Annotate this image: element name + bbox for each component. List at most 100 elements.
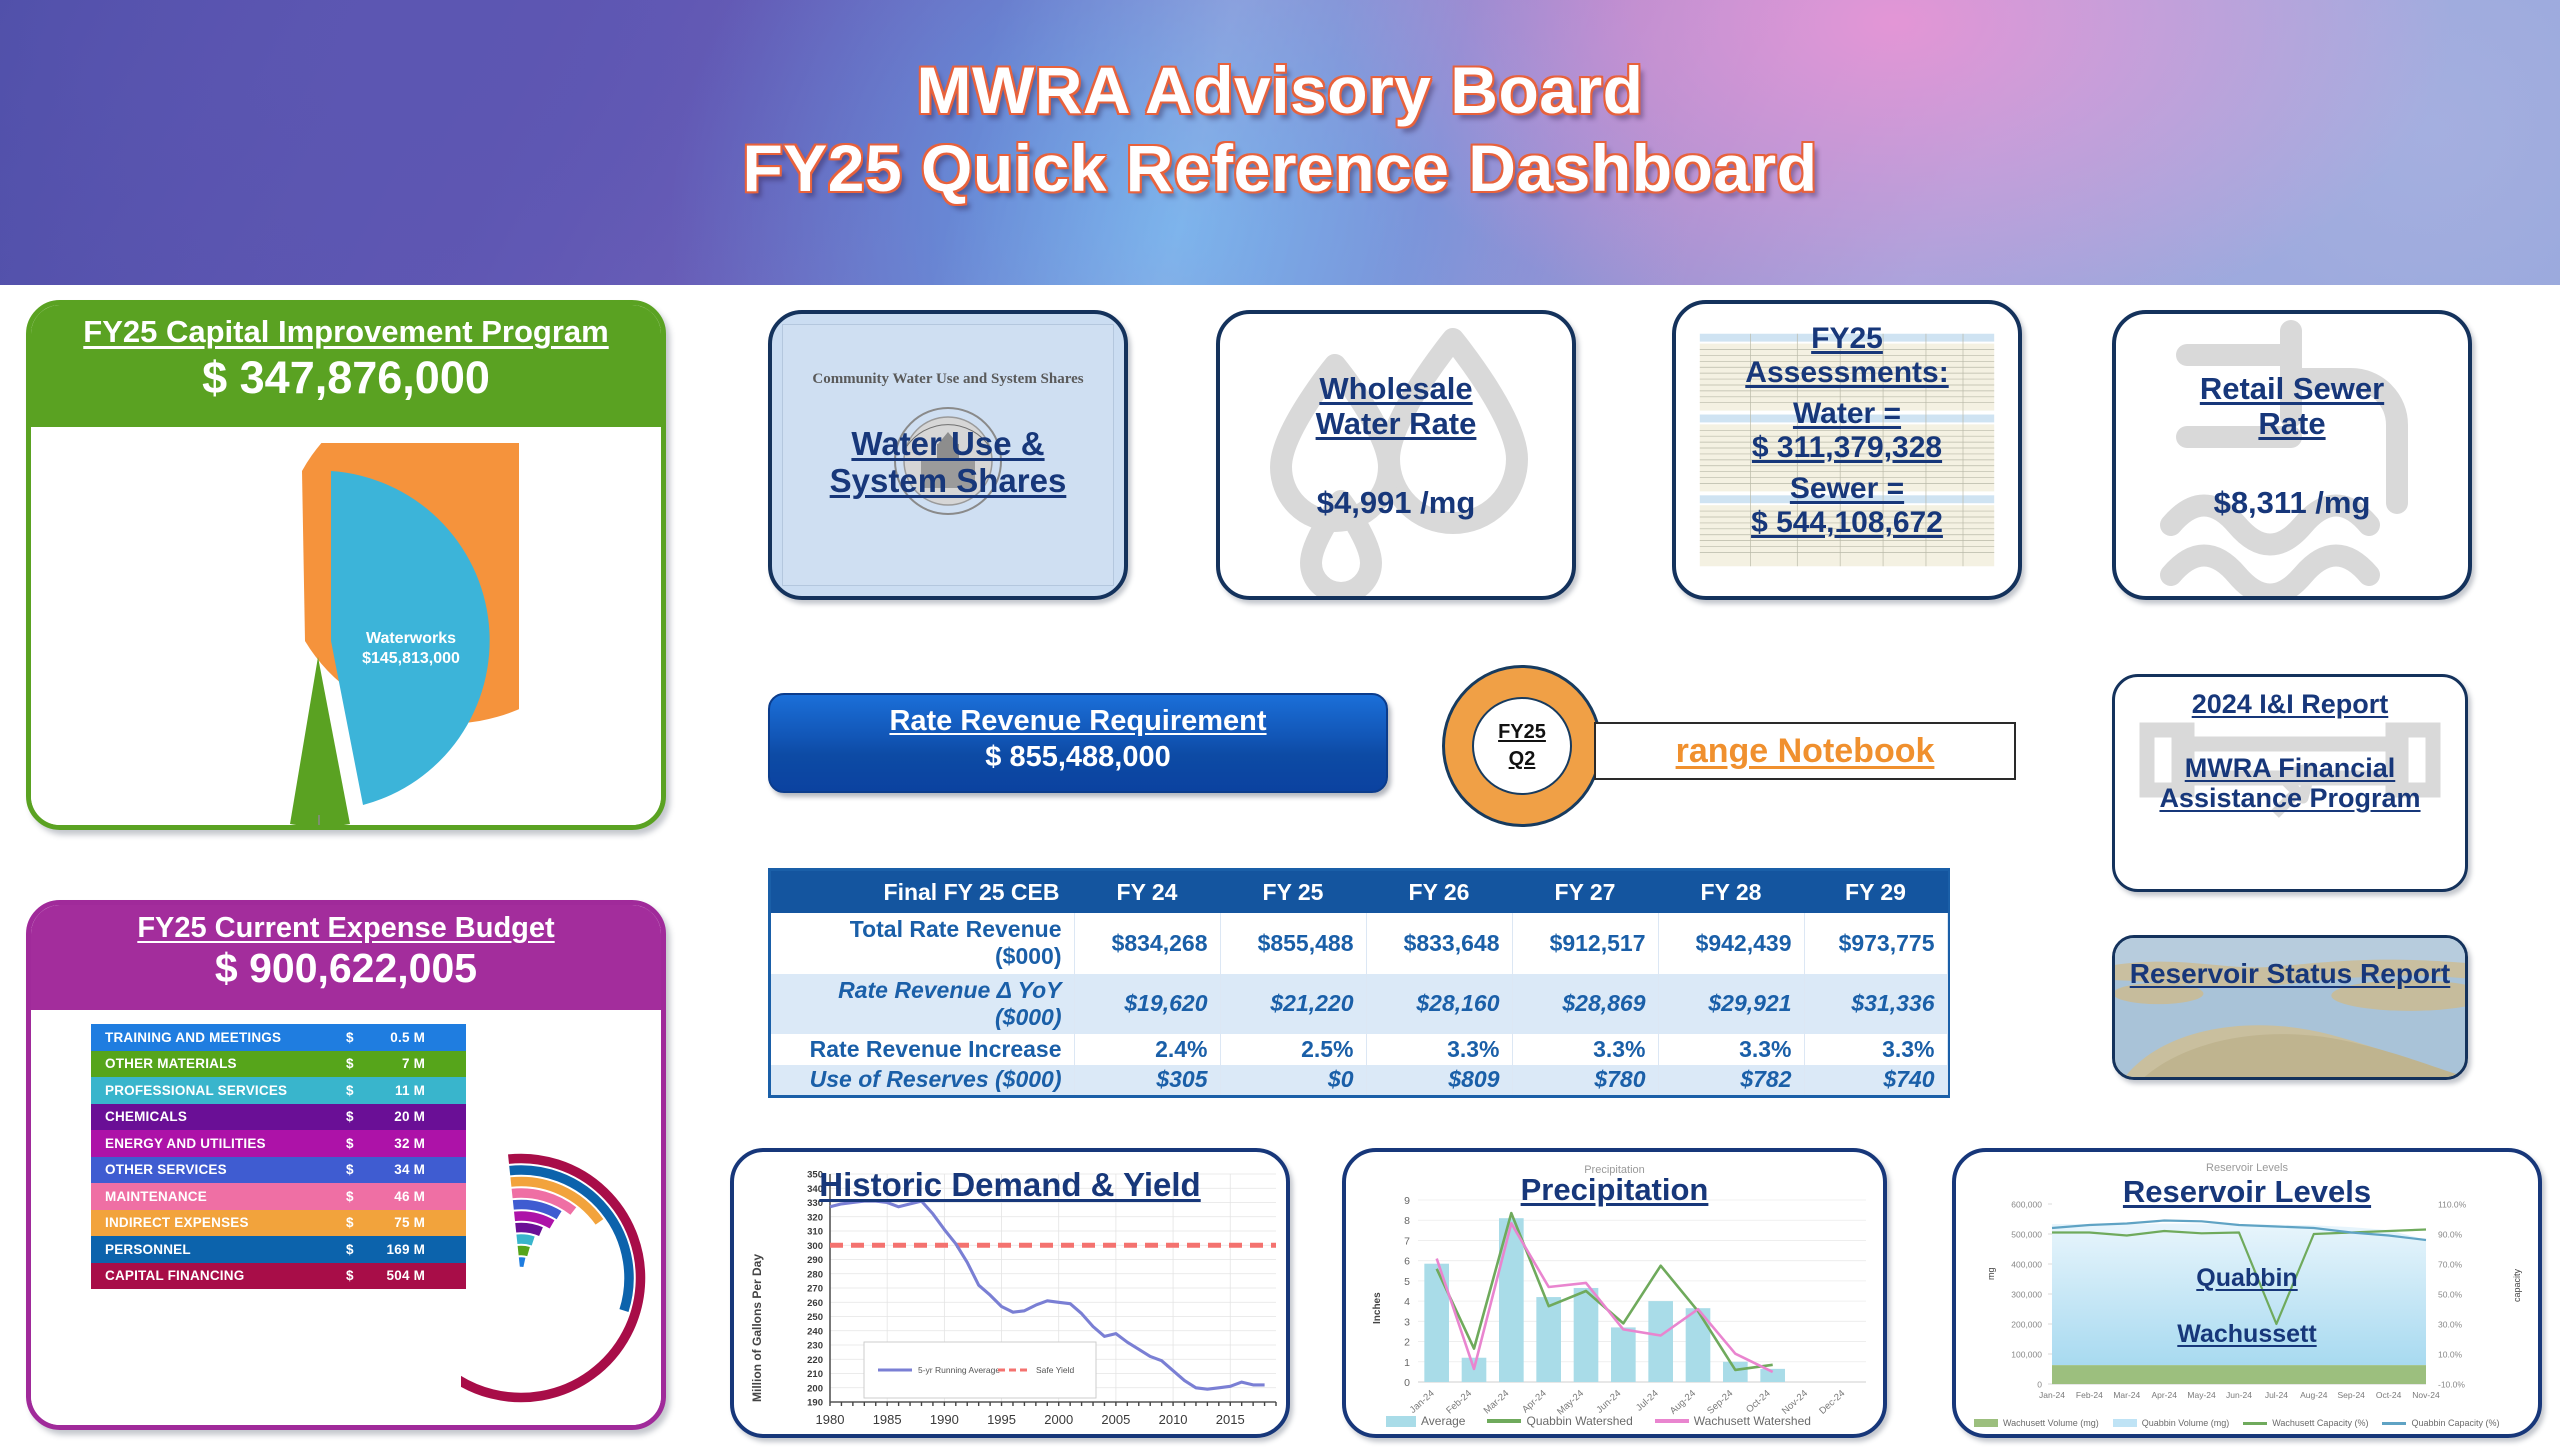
svg-text:290: 290 bbox=[807, 1255, 823, 1266]
svg-text:1980: 1980 bbox=[816, 1412, 845, 1427]
svg-text:300,000: 300,000 bbox=[2011, 1290, 2042, 1300]
table-cell: 2.5% bbox=[1220, 1034, 1367, 1065]
historic-demand-plot: 190 200 210 220 230 240 250 260 270 280 290 300 310 3… bbox=[807, 1170, 1277, 1427]
svg-text:300: 300 bbox=[807, 1241, 823, 1252]
wholesale-water-rate-card[interactable]: Wholesale Water Rate $4,991 /mg bbox=[1216, 310, 1576, 600]
legend-label: Wachusett Watershed bbox=[1693, 1414, 1811, 1428]
svg-text:Apr-24: Apr-24 bbox=[1520, 1388, 1549, 1415]
svg-text:320: 320 bbox=[807, 1212, 823, 1223]
rate-revenue-requirement-button[interactable]: Rate Revenue Requirement $ 855,488,000 bbox=[768, 693, 1388, 793]
orange-notebook-link[interactable]: range Notebook bbox=[1594, 722, 2016, 780]
svg-text:Jul-24: Jul-24 bbox=[2265, 1390, 2288, 1400]
legend-swatch bbox=[1487, 1419, 1522, 1423]
ceb-row-amount: $ 34 M bbox=[346, 1162, 426, 1178]
table-cell: $833,648 bbox=[1366, 913, 1513, 974]
svg-text:1985: 1985 bbox=[873, 1412, 902, 1427]
svg-text:30.0%: 30.0% bbox=[2438, 1320, 2463, 1330]
svg-text:5-yr Running Average: 5-yr Running Average bbox=[918, 1365, 1000, 1375]
ceb-header: FY25 Current Expense Budget $ 900,622,00… bbox=[31, 905, 661, 1010]
svg-text:Nov-24: Nov-24 bbox=[1780, 1388, 1810, 1417]
page-title-line2: FY25 Quick Reference Dashboard bbox=[742, 130, 1818, 205]
table-cell: $942,439 bbox=[1658, 913, 1805, 974]
legend-label: Wachusett Capacity (%) bbox=[2272, 1418, 2369, 1428]
ii-report-and-financial-assistance-card[interactable]: 2024 I&I Report MWRA Financial Assistanc… bbox=[2112, 674, 2468, 892]
svg-text:Oct-24: Oct-24 bbox=[2376, 1390, 2402, 1400]
pie-label-wastewater-name: Wastewater bbox=[186, 622, 276, 639]
svg-text:2: 2 bbox=[1404, 1337, 1410, 1349]
svg-text:Safe Yield: Safe Yield bbox=[1036, 1365, 1075, 1375]
fy25-assessments-card[interactable]: FY25 Assessments: Water = $ 311,379,328 … bbox=[1672, 300, 2022, 600]
reservoir-status-report-card[interactable]: Reservoir Status Report bbox=[2112, 935, 2468, 1080]
historic-demand-and-yield-chart[interactable]: Historic Demand & Yield Million of Gallo… bbox=[730, 1148, 1290, 1438]
svg-text:340: 340 bbox=[807, 1184, 823, 1195]
svg-text:Sep-24: Sep-24 bbox=[2337, 1390, 2365, 1400]
badge-line2: Q2 bbox=[1508, 748, 1536, 770]
ii-card-content: 2024 I&I Report MWRA Financial Assistanc… bbox=[2115, 677, 2465, 814]
svg-text:500,000: 500,000 bbox=[2011, 1230, 2042, 1240]
ceb-projection-table: Final FY 25 CEB FY 24 FY 25 FY 26 FY 27 FY 28… bbox=[768, 868, 1950, 1098]
legend-label: Quabbin Capacity (%) bbox=[2411, 1418, 2500, 1428]
water-use-and-system-shares-card[interactable]: Community Water Use and System Shares Ap… bbox=[768, 310, 1128, 600]
svg-text:7: 7 bbox=[1404, 1235, 1410, 1247]
svg-text:Jan-24: Jan-24 bbox=[2039, 1390, 2065, 1400]
doc-heading: Community Water Use and System Shares bbox=[812, 371, 1084, 387]
ceb-title: FY25 Current Expense Budget bbox=[137, 912, 555, 944]
ceb-row-amount: $ 11 M bbox=[346, 1082, 426, 1098]
svg-text:Jul-24: Jul-24 bbox=[1634, 1388, 1661, 1413]
legend-label: Wachusett Volume (mg) bbox=[2003, 1418, 2099, 1428]
table-cell: $973,775 bbox=[1804, 913, 1948, 974]
ceb-row-amount: $ 20 M bbox=[346, 1109, 426, 1125]
legend-swatch bbox=[1654, 1419, 1689, 1423]
assessments-title-line2: Assessments: bbox=[1745, 355, 1949, 389]
precipitation-title: Precipitation bbox=[1520, 1172, 1709, 1207]
ceb-row-name: CAPITAL FINANCING bbox=[105, 1268, 245, 1284]
svg-text:100,000: 100,000 bbox=[2011, 1350, 2042, 1360]
current-expense-budget-card[interactable]: FY25 Current Expense Budget $ 900,622,00… bbox=[26, 900, 666, 1430]
rate-revenue-requirement-value: $ 855,488,000 bbox=[985, 741, 1171, 773]
table-row: Rate Revenue Increase 2.4% 2.5% 3.3% 3.3% 3.3… bbox=[771, 1034, 1948, 1065]
retail-sewer-title[interactable]: Retail Sewer Rate bbox=[2116, 371, 2468, 441]
financial-assistance-program-link[interactable]: MWRA Financial Assistance Program bbox=[2159, 753, 2421, 814]
ceb-row-amount: $ 0.5 M bbox=[346, 1029, 426, 1045]
ii-report-link[interactable]: 2024 I&I Report bbox=[2191, 689, 2389, 719]
table-cell: 3.3% bbox=[1804, 1034, 1948, 1065]
water-use-link-title[interactable]: Water Use & System Shares bbox=[772, 425, 1124, 500]
ceb-category-list: TRAINING AND MEETINGS $ 0.5 M OTHER MATERI… bbox=[91, 1024, 466, 1289]
legend-swatch bbox=[1386, 1415, 1416, 1427]
table-header-row: Final FY 25 CEB FY 24 FY 25 FY 26 FY 27 FY 28… bbox=[771, 871, 1948, 913]
wholesale-title-line2: Water Rate bbox=[1315, 405, 1477, 441]
legend-item: Wachusett Watershed bbox=[1654, 1414, 1811, 1428]
ceb-row-amount: $ 46 M bbox=[346, 1188, 426, 1204]
wholesale-water-rate-value: $4,991 /mg bbox=[1316, 485, 1476, 521]
legend-item: Quabbin Watershed bbox=[1487, 1414, 1633, 1428]
svg-text:3: 3 bbox=[1404, 1316, 1410, 1328]
assessments-content[interactable]: FY25 Assessments: Water = $ 311,379,328 … bbox=[1676, 304, 2018, 540]
svg-text:190: 190 bbox=[807, 1398, 823, 1409]
svg-text:Oct-24: Oct-24 bbox=[1744, 1388, 1773, 1415]
table-column-header: FY 29 bbox=[1804, 871, 1948, 913]
reservoir-status-report-link[interactable]: Reservoir Status Report bbox=[2129, 958, 2451, 989]
faucet-and-water-icon bbox=[2116, 314, 2468, 596]
svg-text:310: 310 bbox=[807, 1227, 823, 1238]
projection-table: Final FY 25 CEB FY 24 FY 25 FY 26 FY 27 FY 28… bbox=[771, 871, 1948, 1095]
orange-notebook-oval-badge[interactable]: FY25 Q2 bbox=[1442, 665, 1602, 827]
table-cell: $31,336 bbox=[1804, 973, 1948, 1035]
page-title: MWRA Advisory Board FY25 Quick Reference… bbox=[0, 0, 2560, 208]
svg-text:Nov-24: Nov-24 bbox=[2412, 1390, 2440, 1400]
svg-text:50.0%: 50.0% bbox=[2438, 1290, 2463, 1300]
wholesale-title[interactable]: Wholesale Water Rate bbox=[1220, 371, 1572, 441]
svg-text:Sep-24: Sep-24 bbox=[1705, 1388, 1735, 1417]
capital-improvement-program-card[interactable]: FY25 Capital Improvement Program $ 347,8… bbox=[26, 300, 666, 830]
legend-swatch bbox=[2243, 1421, 2268, 1425]
cip-total: $ 347,876,000 bbox=[202, 352, 490, 403]
ceb-row: TRAINING AND MEETINGS $ 0.5 M bbox=[91, 1024, 466, 1051]
table-cell: $19,620 bbox=[1074, 973, 1221, 1035]
legend-item: Quabbin Capacity (%) bbox=[2382, 1418, 2500, 1428]
svg-text:Mar-24: Mar-24 bbox=[1482, 1388, 1512, 1416]
reservoir-levels-chart[interactable]: Reservoir Levels Reservoir Levels mg cap… bbox=[1952, 1148, 2542, 1438]
ceb-row: OTHER MATERIALS $ 7 M bbox=[91, 1050, 466, 1077]
ceb-spiral-graphic bbox=[461, 1153, 646, 1403]
retail-sewer-rate-card[interactable]: Retail Sewer Rate $8,311 /mg bbox=[2112, 310, 2472, 600]
table-cell: 3.3% bbox=[1658, 1034, 1805, 1065]
